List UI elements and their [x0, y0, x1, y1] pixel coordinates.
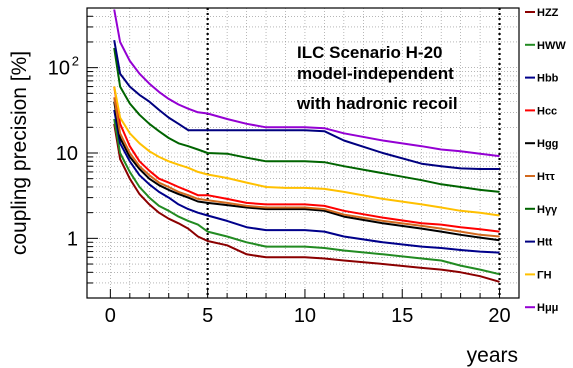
- legend-label: Hμμ: [537, 302, 558, 314]
- series-line: [113, 9, 500, 158]
- x-tick-label: 15: [391, 305, 413, 327]
- series-line: [113, 101, 500, 242]
- series-line: [113, 118, 500, 276]
- legend-label: Htt: [537, 237, 553, 249]
- series-line: [113, 109, 500, 254]
- legend-label: HWW: [537, 40, 566, 52]
- legend-label: HZZ: [537, 7, 559, 19]
- legend-label: Hττ: [537, 171, 555, 183]
- series-line: [113, 47, 500, 193]
- legend: HZZ HWW Hbb Hcc Hgg Hττ Hγγ Htt ΓH Hμμ: [525, 7, 566, 314]
- x-tick-label: 0: [105, 305, 116, 327]
- y-tick-label: 10: [48, 58, 70, 80]
- x-tick-label: 5: [202, 305, 213, 327]
- y-tick-exponent: 2: [72, 54, 79, 69]
- series-line: [113, 123, 500, 283]
- annotation-line-3: with hadronic recoil: [296, 94, 458, 113]
- series-line: [113, 40, 500, 170]
- grid-lines: [87, 7, 519, 299]
- x-tick-label: 20: [488, 305, 510, 327]
- x-tick-label: 10: [294, 305, 316, 327]
- legend-label: Hbb: [537, 73, 559, 85]
- annotation-block: ILC Scenario H-20 model-independent with…: [296, 43, 458, 113]
- x-axis-title: years: [467, 344, 518, 367]
- series-line: [113, 86, 500, 233]
- annotation-line-1: ILC Scenario H-20: [297, 43, 443, 62]
- legend-label: ΓH: [537, 269, 552, 281]
- legend-label: Hgg: [537, 138, 558, 150]
- series-line: [113, 86, 500, 217]
- series-line: [113, 97, 500, 238]
- series-lines: [113, 9, 500, 283]
- y-tick-label: 10: [56, 143, 78, 165]
- y-tick-label: 1: [67, 228, 78, 250]
- legend-label: Hγγ: [537, 204, 558, 216]
- axis-ticks: [87, 7, 501, 299]
- annotation-line-2: model-independent: [297, 64, 454, 83]
- y-axis-title: coupling precision [%]: [8, 51, 31, 255]
- legend-label: Hcc: [537, 105, 557, 117]
